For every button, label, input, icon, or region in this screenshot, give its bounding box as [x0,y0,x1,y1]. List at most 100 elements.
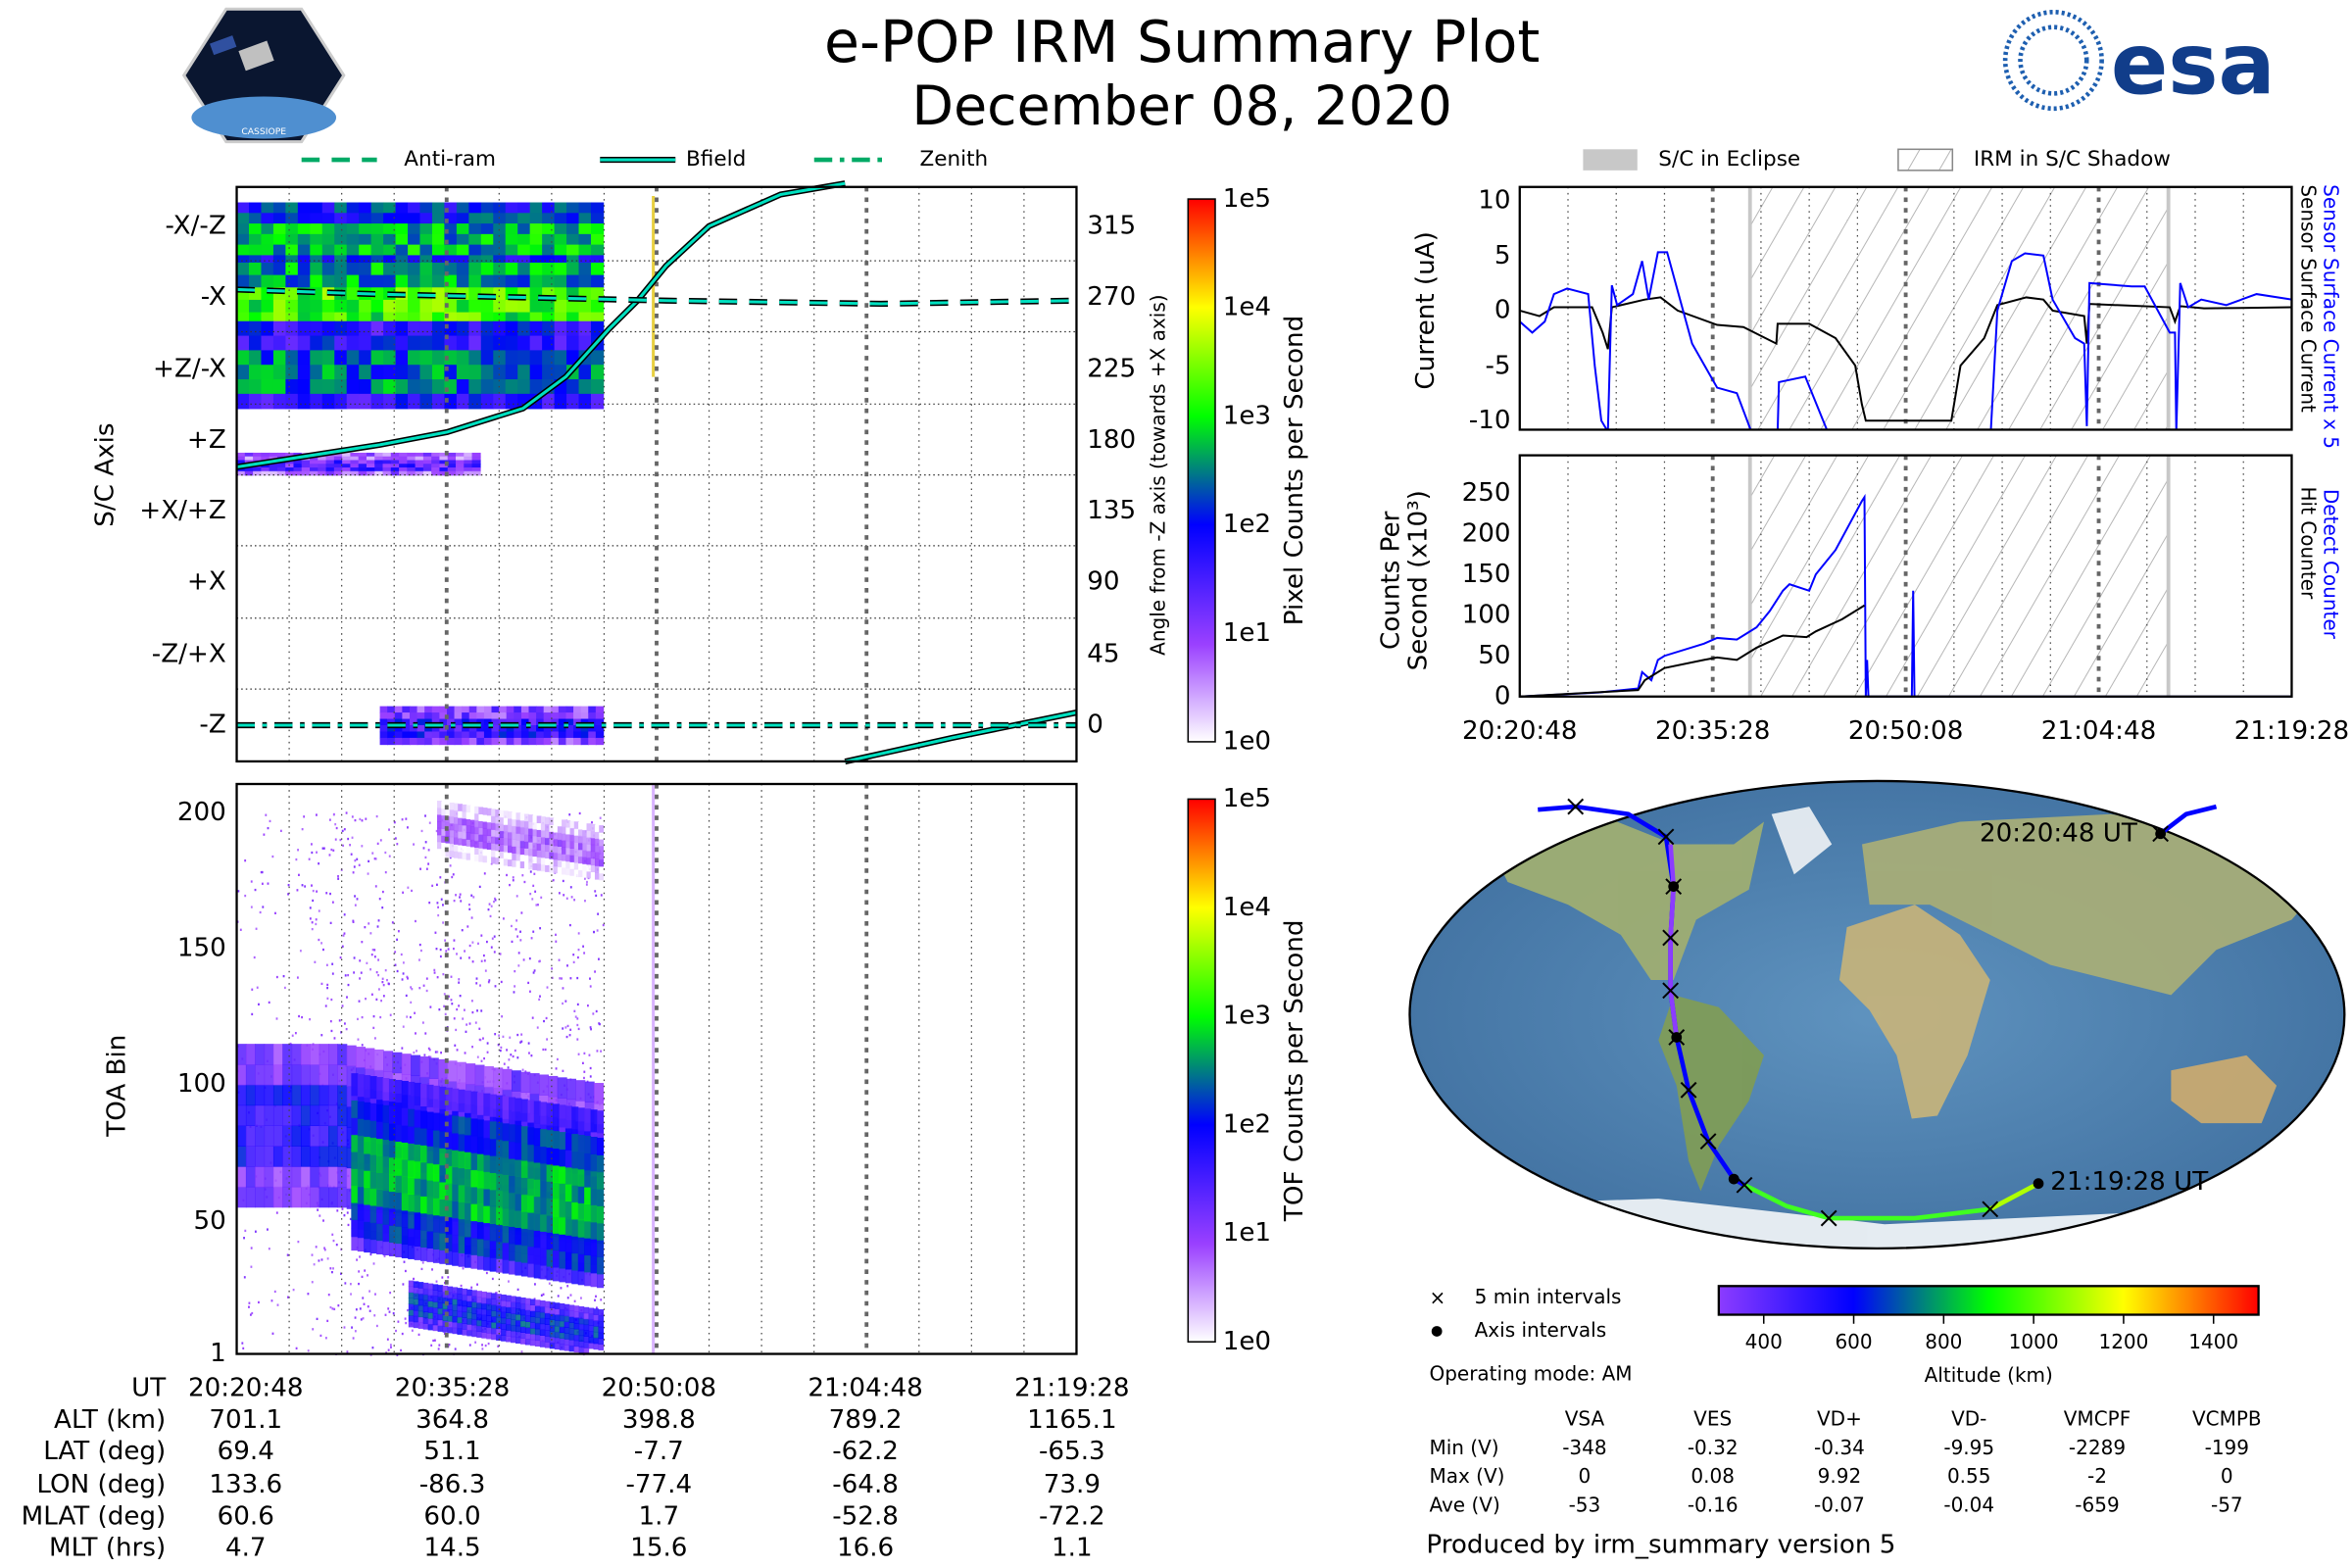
toa-noise-pixel [480,959,483,962]
toa-heatmap-cell [489,1249,497,1272]
toa-heatmap-cell [514,1252,522,1276]
pixel-heatmap-cell [468,299,482,314]
pixel-heatmap-cell [590,223,605,235]
toa-noise-pixel [490,946,493,949]
pixel-heatmap-cell [249,335,263,352]
pixel-heatmap-cell [565,724,574,733]
toa-heatmap-cell [382,1224,390,1243]
pixel-heatmap-cell [580,724,590,733]
pixel-heatmap-cell [272,223,287,235]
toa-heatmap-cell [466,832,471,840]
pixel-heatmap-cell [301,464,311,468]
toa-heatmap-cell [255,1186,266,1208]
toa-noise-pixel [563,894,565,897]
toa-heatmap-cell [458,1089,466,1112]
toa-heatmap-cell [501,1329,507,1336]
toa-noise-pixel [256,986,259,989]
toa-noise-pixel [340,1272,342,1275]
voltage-value: -0.16 [1687,1494,1739,1518]
toa-heatmap-cell [508,858,513,867]
pixel-heatmap-cell [358,456,368,462]
toa-noise-pixel [498,1034,501,1037]
toa-heatmap-cell [588,1307,595,1315]
pixel-heatmap-cell [456,379,470,395]
toa-noise-pixel [481,1344,483,1347]
toa-noise-pixel [600,894,603,897]
pixel-heatmap-cell [422,464,432,468]
pixel-heatmap-cell [236,299,250,314]
toa-noise-pixel [390,1346,392,1348]
pixel-heatmap-cell [261,202,274,215]
legend-axis-intervals-label: Axis intervals [1474,1319,1607,1343]
toa-heatmap-cell [452,1293,459,1299]
toa-heatmap-cell [569,834,575,843]
pixel-heatmap-cell [431,724,441,733]
voltage-value: 0 [1578,1466,1592,1490]
toa-heatmap-cell [474,833,479,842]
toa-heatmap-cell [365,1048,375,1069]
toa-heatmap-cell [528,828,534,836]
right-legend [1583,148,1954,172]
toa-noise-pixel [326,983,329,987]
toa-noise-pixel [440,1052,443,1054]
toa-heatmap-cell [539,1299,546,1307]
toa-heatmap-cell [577,1262,585,1286]
toa-noise-pixel [286,1253,289,1256]
toa-noise-pixel [447,948,450,951]
toa-heatmap-cell [395,1124,403,1143]
toa-noise-pixel [515,895,518,898]
toa-heatmap-cell [520,1071,531,1094]
pixel-heatmap-cell [409,731,418,739]
current-tick-label: 10 [1478,185,1511,216]
toa-noise-pixel [334,838,337,841]
pixel-heatmap-cell [374,464,384,468]
pixel-heatmap-cell [558,706,567,713]
toa-heatmap-cell [501,1323,507,1330]
toa-heatmap-cell [328,1104,338,1127]
toa-heatmap-cell [529,1298,536,1305]
pixel-heatmap-cell [382,470,392,476]
toa-noise-pixel [516,1033,519,1037]
toa-noise-pixel [482,954,485,957]
toa-noise-pixel [359,817,362,821]
pixel-heatmap-cell [395,350,409,366]
toa-noise-pixel [366,961,368,964]
toa-noise-pixel [274,911,276,914]
pixel-heatmap-cell [416,706,425,713]
pixel-heatmap-cell [517,299,531,314]
pixel-heatmap-cell [554,223,567,235]
pixel-heatmap-cell [395,379,409,395]
toa-heatmap-cell [515,1331,521,1339]
ephemeris-value: -7.7 [633,1437,684,1468]
pixel-heatmap-cell [578,262,592,276]
toa-noise-pixel [592,1012,595,1015]
toa-heatmap-cell [411,1054,421,1077]
toa-noise-pixel [448,1343,451,1347]
five-min-marker [1982,1200,1999,1218]
toa-heatmap-cell [524,1333,531,1340]
toa-noise-pixel [342,844,345,847]
toa-heatmap-cell [546,1249,554,1267]
toa-noise-pixel [488,903,491,906]
toa-heatmap-cell [573,1311,580,1318]
toa-heatmap-cell [546,1232,554,1250]
toa-noise-pixel [562,879,564,883]
toa-noise-pixel [570,896,573,899]
pixel-heatmap-cell [554,350,567,366]
toa-noise-pixel [574,1015,577,1018]
toa-heatmap-cell [364,1102,371,1120]
toa-heatmap-cell [369,1153,377,1172]
pixel-heatmap-cell [333,456,343,462]
toa-heatmap-cell [282,1186,293,1208]
pixel-heatmap-cell [249,350,263,366]
toa-noise-pixel [531,1016,534,1019]
current-tick-label: -10 [1468,405,1511,436]
toa-noise-pixel [558,892,561,895]
toa-heatmap-cell [442,1314,449,1321]
pixel-heatmap-cell [370,379,384,395]
pixel-heatmap-cell [446,712,456,720]
toa-heatmap-cell [534,1316,541,1324]
current-tick-label: -5 [1485,350,1511,381]
toa-heatmap-cell [478,827,484,835]
pixel-heatmap-cell [580,737,590,746]
